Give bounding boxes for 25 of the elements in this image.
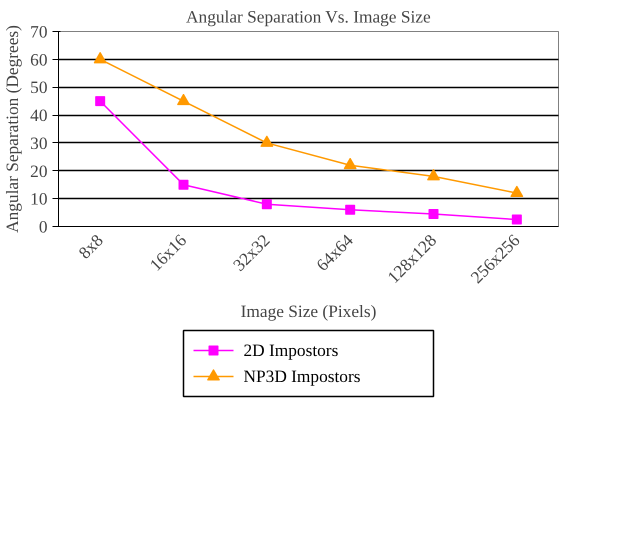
point: [260, 136, 274, 147]
legend-label: NP3D Impostors: [244, 367, 361, 386]
y-tick-label: 0: [38, 218, 48, 236]
point: [512, 214, 522, 225]
point: [427, 168, 440, 180]
y-tick-label: 40: [30, 106, 48, 126]
y-tick-label: 60: [30, 50, 48, 70]
point: [344, 158, 357, 170]
point: [177, 94, 190, 106]
point: [262, 199, 272, 210]
y-tick-label: 10: [30, 190, 48, 209]
chart-title: Angular Separation Vs. Image Size: [186, 8, 431, 26]
y-axis-title: Angular Separation (Degrees): [3, 24, 22, 233]
y-tick-label: 70: [30, 22, 48, 42]
point: [345, 204, 356, 215]
point: [178, 180, 188, 190]
y-tick-label: 20: [30, 162, 48, 181]
legend-label: 2D Impostors: [244, 341, 339, 360]
y-tick-label: 50: [30, 78, 48, 98]
x-tick-label: 8x8: [75, 230, 107, 263]
y-tick-label: 30: [30, 134, 48, 153]
x-axis-title: Image Size (Pixels): [240, 302, 377, 321]
point: [94, 52, 107, 64]
point: [428, 208, 438, 219]
point: [510, 186, 524, 198]
